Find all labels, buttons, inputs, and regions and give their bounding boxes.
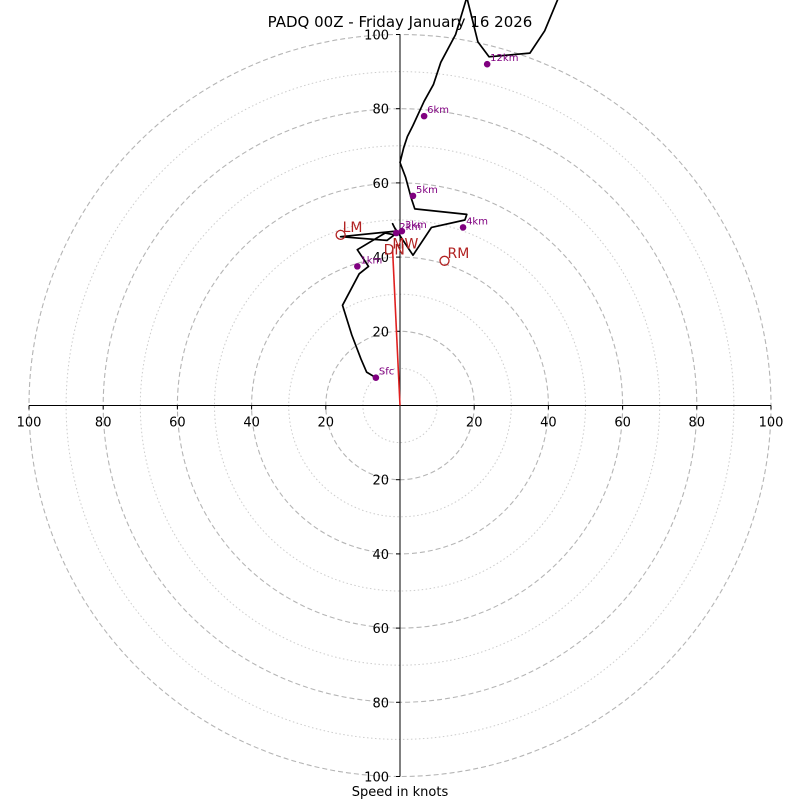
x-tick-label: 20: [318, 416, 335, 431]
height-marker-label: 5km: [416, 185, 438, 196]
height-marker-dot: [409, 192, 417, 200]
y-tick-label: 80: [372, 103, 389, 118]
y-tick-label: 40: [372, 251, 389, 266]
y-tick-label: 80: [372, 696, 389, 711]
height-marker-dot: [392, 229, 400, 237]
height-marker-label: Sfc: [379, 367, 394, 378]
height-marker-label: 12km: [490, 53, 518, 64]
y-tick-label: 60: [372, 622, 389, 637]
y-tick-label: 60: [372, 177, 389, 192]
hodograph-line: [339, 0, 559, 379]
storm-motion-circle-lm: [335, 229, 346, 240]
y-tick-label: 100: [364, 771, 389, 786]
x-tick-label: 40: [243, 416, 260, 431]
hodograph-trace: [339, 0, 559, 379]
height-marker-label: 2km: [399, 222, 421, 233]
y-tick-label: 40: [372, 548, 389, 563]
x-tick-label: 40: [540, 416, 557, 431]
chart-title: PADQ 00Z - Friday January 16 2026: [268, 13, 533, 31]
x-tick-label: 20: [466, 416, 483, 431]
storm-motion-label: DN: [384, 243, 405, 259]
y-tick-label: 20: [372, 474, 389, 489]
x-tick-label: 60: [169, 416, 186, 431]
height-marker-label: 3km: [405, 220, 427, 231]
storm-motion-label: LM: [343, 220, 363, 236]
x-tick-label: 100: [759, 416, 784, 431]
height-marker-dot: [420, 112, 428, 120]
x-tick-label: 80: [689, 416, 706, 431]
storm-motion-circle-rm: [439, 255, 450, 266]
x-tick-label: 100: [17, 416, 42, 431]
height-marker-dot: [354, 263, 361, 270]
height-marker-label: 1km: [360, 255, 382, 266]
y-tick-label: 100: [364, 29, 389, 44]
height-marker-label: 6km: [427, 105, 449, 116]
x-tick-label: 60: [614, 416, 631, 431]
height-marker-dot: [459, 224, 467, 231]
height-marker-dot: [483, 60, 491, 68]
height-marker-dot: [398, 227, 406, 235]
y-tick-label: 20: [372, 325, 389, 340]
tick-labels: 100 80 60 40 20 20 40 60 80 100 100 80 60 40 20 20 40 60 8…: [17, 29, 784, 786]
storm-motion-label: MW: [392, 236, 418, 252]
storm-motion-vector: [391, 249, 401, 406]
storm-motion-label: RM: [448, 246, 470, 262]
height-marker-dot: [372, 374, 380, 381]
x-axis-label: Speed in knots: [352, 785, 449, 800]
x-tick-label: 80: [95, 416, 112, 431]
height-marker-label: 4km: [466, 216, 488, 227]
